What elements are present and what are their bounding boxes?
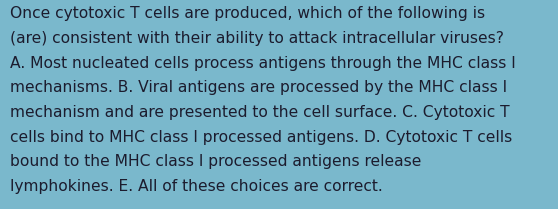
Text: A. Most nucleated cells process antigens through the MHC class I: A. Most nucleated cells process antigens… [10, 56, 516, 71]
Text: Once cytotoxic T cells are produced, which of the following is: Once cytotoxic T cells are produced, whi… [10, 6, 485, 21]
Text: bound to the MHC class I processed antigens release: bound to the MHC class I processed antig… [10, 154, 421, 169]
Text: mechanisms. B. Viral antigens are processed by the MHC class I: mechanisms. B. Viral antigens are proces… [10, 80, 507, 95]
Text: cells bind to MHC class I processed antigens. D. Cytotoxic T cells: cells bind to MHC class I processed anti… [10, 130, 512, 145]
Text: lymphokines. E. All of these choices are correct.: lymphokines. E. All of these choices are… [10, 179, 383, 194]
Text: mechanism and are presented to the cell surface. C. Cytotoxic T: mechanism and are presented to the cell … [10, 105, 509, 120]
Text: (are) consistent with their ability to attack intracellular viruses?: (are) consistent with their ability to a… [10, 31, 504, 46]
